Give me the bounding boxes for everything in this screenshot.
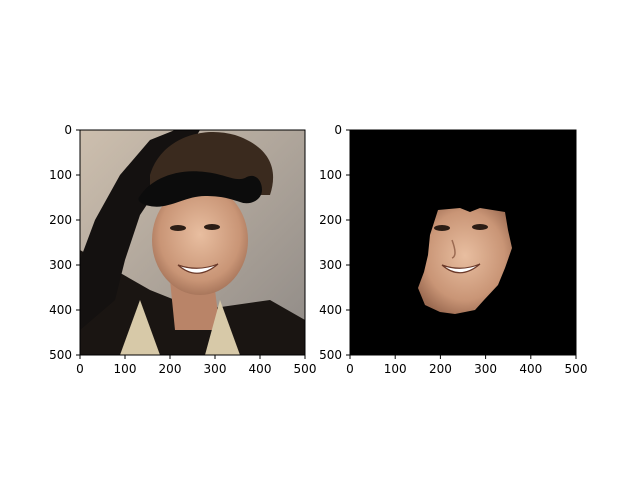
right-ytick-label: 0: [334, 123, 342, 137]
right-ytick-label: 300: [319, 258, 342, 272]
right-axes-frame: [349, 129, 577, 356]
left-ytick-label: 500: [49, 348, 72, 362]
left-ticks: 0 100 200 300 400 500 0 100 200 300 400 500: [49, 123, 316, 376]
left-ytick-label: 0: [64, 123, 72, 137]
right-xtick-label: 200: [429, 362, 452, 376]
left-xtick-label: 500: [294, 362, 317, 376]
left-panel: 0 100 200 300 400 500 0 100 200 300 400 500: [49, 123, 316, 376]
left-ytick-label: 400: [49, 303, 72, 317]
right-ytick-label: 100: [319, 168, 342, 182]
left-ytick-label: 100: [49, 168, 72, 182]
right-panel: 0 100 200 300 400 500 0 100 200 300 400 500: [319, 123, 587, 376]
right-ytick-label: 500: [319, 348, 342, 362]
left-ytick-label: 200: [49, 213, 72, 227]
right-xtick-label: 0: [346, 362, 354, 376]
left-image: [80, 130, 305, 355]
left-axes-frame: [79, 129, 306, 356]
left-xtick-label: 300: [204, 362, 227, 376]
left-xtick-label: 200: [159, 362, 182, 376]
right-ytick-label: 200: [319, 213, 342, 227]
right-ytick-label: 400: [319, 303, 342, 317]
left-xtick-label: 100: [114, 362, 137, 376]
left-ytick-label: 300: [49, 258, 72, 272]
right-xtick-label: 300: [474, 362, 497, 376]
right-xtick-label: 400: [519, 362, 542, 376]
right-image: [350, 130, 576, 355]
right-xtick-label: 100: [384, 362, 407, 376]
right-xtick-label: 500: [565, 362, 588, 376]
left-xtick-label: 400: [249, 362, 272, 376]
left-xtick-label: 0: [76, 362, 84, 376]
right-ticks: 0 100 200 300 400 500 0 100 200 300 400 500: [319, 123, 587, 376]
